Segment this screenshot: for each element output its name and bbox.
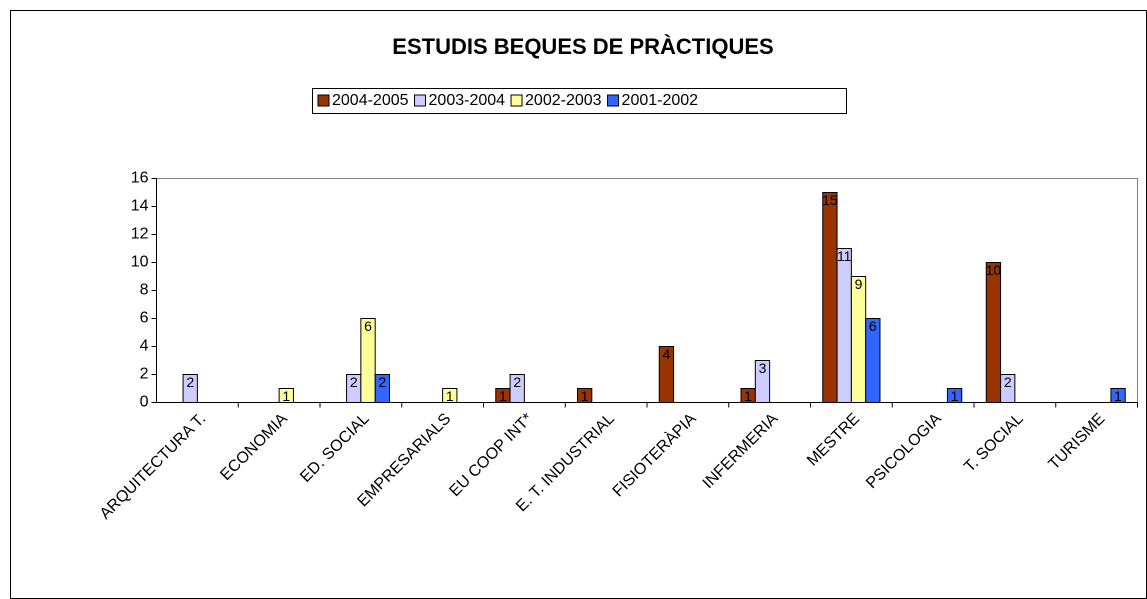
bar-value-label: 2 <box>350 374 358 390</box>
bar <box>754 360 771 403</box>
bar <box>658 346 675 403</box>
bar-value-label: 11 <box>837 248 852 264</box>
bar-value-label: 3 <box>759 360 767 376</box>
y-tick-label: 12 <box>131 226 149 243</box>
bar-value-label: 15 <box>822 192 838 208</box>
bar <box>985 262 1002 403</box>
legend-swatch <box>510 94 523 107</box>
bar <box>360 318 376 403</box>
legend-swatch <box>414 94 427 107</box>
legend-swatch <box>607 94 620 107</box>
bar-value-label: 2 <box>513 374 521 390</box>
bar-value-label: 6 <box>364 318 372 334</box>
y-tick-label: 16 <box>131 170 149 187</box>
bar-value-label: 1 <box>744 388 752 404</box>
y-tick-label: 4 <box>140 338 149 355</box>
bar <box>374 374 390 403</box>
bar <box>850 276 867 403</box>
y-tick-label: 0 <box>140 394 149 411</box>
bar <box>278 388 294 403</box>
legend-swatch <box>317 94 330 107</box>
bar-value-label: 1 <box>1114 388 1122 404</box>
bar <box>182 374 198 403</box>
legend-label: 2002-2003 <box>525 92 602 109</box>
bar <box>577 388 593 403</box>
bar <box>865 318 881 403</box>
bar-value-label: 1 <box>282 388 290 404</box>
bar-value-label: 2 <box>1004 374 1012 390</box>
bar <box>1000 374 1016 403</box>
bar-value-label: 6 <box>869 318 877 334</box>
bar-value-label: 9 <box>855 276 863 292</box>
bar <box>509 374 525 403</box>
legend-box <box>312 88 847 114</box>
bar-value-label: 1 <box>951 388 959 404</box>
y-tick-label: 2 <box>140 366 149 383</box>
y-tick-label: 10 <box>131 254 149 271</box>
bar <box>1110 388 1126 403</box>
bar <box>822 192 838 403</box>
bar <box>836 248 852 403</box>
legend-label: 2004-2005 <box>332 92 409 109</box>
bar-value-label: 10 <box>986 262 1002 278</box>
legend-label: 2001-2002 <box>622 92 699 109</box>
legend-label: 2003-2004 <box>429 92 506 109</box>
bar-value-label: 2 <box>186 374 194 390</box>
bar <box>442 388 458 403</box>
bar-value-label: 1 <box>581 388 589 404</box>
bar-value-label: 4 <box>663 346 671 362</box>
bar-value-label: 1 <box>499 388 507 404</box>
chart-title: ESTUDIS BEQUES DE PRÀCTIQUES <box>392 34 773 59</box>
bar-value-label: 2 <box>378 374 386 390</box>
y-tick-label: 8 <box>140 282 149 299</box>
y-tick-label: 14 <box>131 198 149 215</box>
bar <box>946 388 963 403</box>
bar-value-label: 1 <box>446 388 454 404</box>
y-tick-label: 6 <box>140 310 149 327</box>
